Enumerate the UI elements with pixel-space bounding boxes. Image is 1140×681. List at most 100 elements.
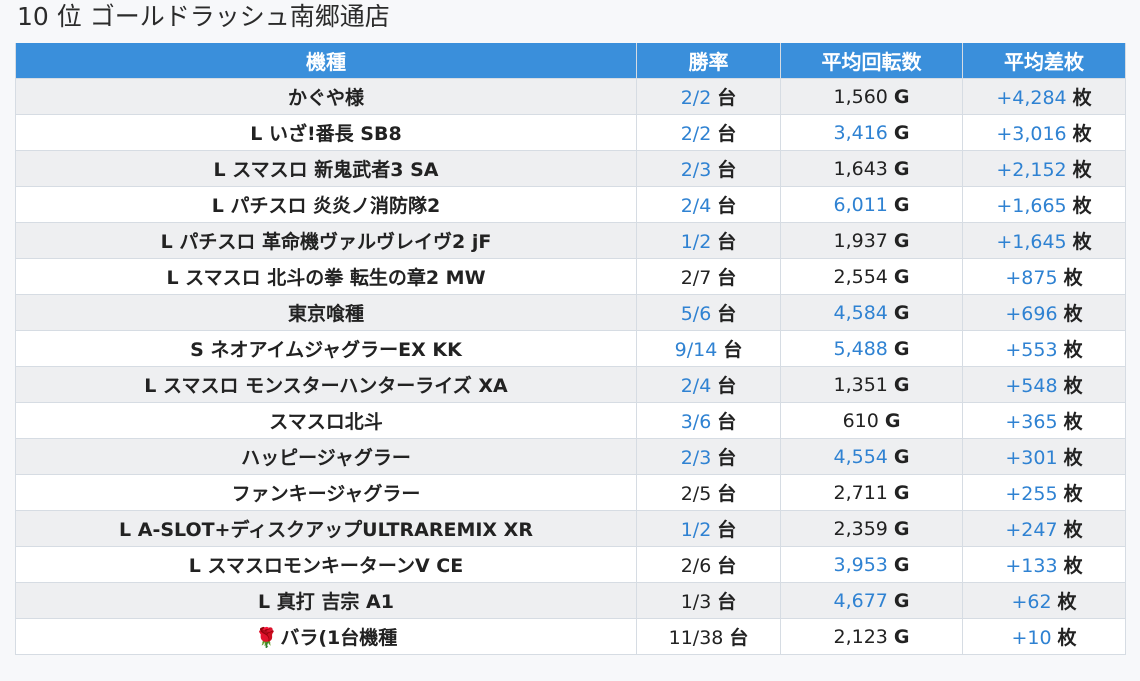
avg-spins-cell-value: 4,584 xyxy=(833,301,888,324)
avg-diff-cell-value: +62 xyxy=(1011,591,1052,613)
avg-spins-cell: 2,554 G xyxy=(780,258,963,295)
avg-diff-cell-value: +301 xyxy=(1005,447,1058,469)
avg-spins-cell: 2,359 G xyxy=(780,510,963,547)
model-name: かぐや様 xyxy=(287,87,364,109)
table-row: L 真打 吉宗 A1 1/3 台 4,677 G +62 枚 xyxy=(15,582,1126,619)
header-avg-diff[interactable]: 平均差枚 xyxy=(962,43,1126,79)
avg-spins-cell: 4,584 G xyxy=(780,294,963,331)
win-rate-cell: 1/2 台 xyxy=(636,510,781,547)
page-title: 10 位 ゴールドラッシュ南郷通店 xyxy=(17,2,390,31)
header-avg-spins[interactable]: 平均回転数 xyxy=(780,43,963,79)
win-rate-cell-value: 3/6 xyxy=(680,411,712,433)
avg-spins-cell-value: 4,554 xyxy=(833,445,888,468)
win-rate-cell: 3/6 台 xyxy=(636,402,781,439)
avg-diff-cell: +365 枚 xyxy=(962,402,1126,439)
avg-spins-cell-unit: G xyxy=(893,445,910,468)
model-cell[interactable]: 🌹 バラ(1台機種 xyxy=(15,618,637,655)
win-rate-cell: 11/38 台 xyxy=(636,618,781,655)
avg-diff-cell-unit: 枚 xyxy=(1063,447,1083,469)
model-cell[interactable]: ハッピージャグラー xyxy=(15,438,637,475)
win-rate-cell: 9/14 台 xyxy=(636,330,781,367)
avg-diff-cell: +2,152 枚 xyxy=(962,150,1126,187)
table-row: L いざ!番長 SB8 2/2 台 3,416 G +3,016 枚 xyxy=(15,114,1126,151)
model-cell[interactable]: L A-SLOT+ディスクアップULTRAREMIX XR xyxy=(15,510,637,547)
model-cell[interactable]: スマスロ北斗 xyxy=(15,402,637,439)
win-rate-cell-value: 2/2 xyxy=(680,87,712,109)
avg-spins-cell: 1,937 G xyxy=(780,222,963,259)
model-cell[interactable]: L パチスロ 革命機ヴァルヴレイヴ2 jF xyxy=(15,222,637,259)
header-model[interactable]: 機種 xyxy=(15,43,637,79)
model-name: L A-SLOT+ディスクアップULTRAREMIX XR xyxy=(119,519,533,541)
win-rate-cell-value: 11/38 xyxy=(668,627,724,649)
win-rate-cell-unit: 台 xyxy=(717,303,737,325)
avg-spins-cell-unit: G xyxy=(893,553,910,576)
win-rate-cell-unit: 台 xyxy=(717,87,737,109)
table-row: S ネオアイムジャグラーEX KK 9/14 台 5,488 G +553 枚 xyxy=(15,330,1126,367)
model-cell[interactable]: S ネオアイムジャグラーEX KK xyxy=(15,330,637,367)
table-row: L スマスロモンキーターンⅤ CE 2/6 台 3,953 G +133 枚 xyxy=(15,546,1126,583)
table-row: かぐや様 2/2 台 1,560 G +4,284 枚 xyxy=(15,78,1126,115)
avg-spins-cell-unit: G xyxy=(893,157,910,180)
avg-diff-cell: +875 枚 xyxy=(962,258,1126,295)
avg-diff-cell-unit: 枚 xyxy=(1072,123,1092,145)
model-cell[interactable]: L いざ!番長 SB8 xyxy=(15,114,637,151)
avg-diff-cell-unit: 枚 xyxy=(1063,375,1083,397)
model-cell[interactable]: L スマスロ 北斗の拳 転生の章2 MW xyxy=(15,258,637,295)
avg-spins-cell: 2,711 G xyxy=(780,474,963,511)
win-rate-cell-unit: 台 xyxy=(729,627,749,649)
avg-spins-cell-value: 2,123 xyxy=(833,625,888,648)
model-cell[interactable]: 東京喰種 xyxy=(15,294,637,331)
avg-spins-cell-unit: G xyxy=(893,121,910,144)
win-rate-cell: 2/5 台 xyxy=(636,474,781,511)
avg-diff-cell-unit: 枚 xyxy=(1072,231,1092,253)
avg-diff-cell-unit: 枚 xyxy=(1063,411,1083,433)
table-row: 東京喰種 5/6 台 4,584 G +696 枚 xyxy=(15,294,1126,331)
avg-diff-cell: +553 枚 xyxy=(962,330,1126,367)
avg-diff-cell: +1,665 枚 xyxy=(962,186,1126,223)
avg-spins-cell: 1,643 G xyxy=(780,150,963,187)
win-rate-cell-unit: 台 xyxy=(717,447,737,469)
model-cell[interactable]: L 真打 吉宗 A1 xyxy=(15,582,637,619)
model-cell[interactable]: L パチスロ 炎炎ノ消防隊2 xyxy=(15,186,637,223)
win-rate-cell-value: 1/3 xyxy=(680,591,712,613)
avg-diff-cell: +1,645 枚 xyxy=(962,222,1126,259)
model-cell[interactable]: L スマスロ 新鬼武者3 SA xyxy=(15,150,637,187)
win-rate-cell: 5/6 台 xyxy=(636,294,781,331)
avg-diff-cell-unit: 枚 xyxy=(1072,159,1092,181)
avg-diff-cell: +62 枚 xyxy=(962,582,1126,619)
avg-diff-cell-value: +548 xyxy=(1005,375,1058,397)
model-name: L 真打 吉宗 A1 xyxy=(258,591,394,613)
avg-spins-cell-unit: G xyxy=(893,481,910,504)
avg-diff-cell-value: +365 xyxy=(1005,411,1058,433)
win-rate-cell-unit: 台 xyxy=(717,231,737,253)
table-row: L パチスロ 炎炎ノ消防隊2 2/4 台 6,011 G +1,665 枚 xyxy=(15,186,1126,223)
avg-diff-cell-value: +696 xyxy=(1005,303,1058,325)
header-win-rate[interactable]: 勝率 xyxy=(636,43,781,79)
avg-diff-cell-value: +255 xyxy=(1005,483,1058,505)
avg-diff-cell-unit: 枚 xyxy=(1063,519,1083,541)
avg-spins-cell-unit: G xyxy=(893,373,910,396)
table-row: ハッピージャグラー 2/3 台 4,554 G +301 枚 xyxy=(15,438,1126,475)
model-cell[interactable]: かぐや様 xyxy=(15,78,637,115)
win-rate-cell-unit: 台 xyxy=(717,519,737,541)
avg-diff-cell-value: +1,665 xyxy=(996,195,1067,217)
avg-spins-cell-unit: G xyxy=(893,193,910,216)
avg-diff-cell-value: +3,016 xyxy=(996,123,1067,145)
model-cell[interactable]: L スマスロモンキーターンⅤ CE xyxy=(15,546,637,583)
model-cell[interactable]: ファンキージャグラー xyxy=(15,474,637,511)
model-name: S ネオアイムジャグラーEX KK xyxy=(190,339,462,361)
avg-diff-cell: +548 枚 xyxy=(962,366,1126,403)
avg-diff-cell-value: +875 xyxy=(1005,267,1058,289)
avg-spins-cell-value: 3,953 xyxy=(833,553,888,576)
table-row: ファンキージャグラー 2/5 台 2,711 G +255 枚 xyxy=(15,474,1126,511)
model-name: L スマスロ 北斗の拳 転生の章2 MW xyxy=(166,267,486,289)
avg-spins-cell-value: 1,643 xyxy=(833,157,888,180)
avg-spins-cell-value: 1,351 xyxy=(833,373,888,396)
avg-spins-cell-value: 1,937 xyxy=(833,229,888,252)
avg-spins-cell-unit: G xyxy=(893,517,910,540)
avg-spins-cell: 1,351 G xyxy=(780,366,963,403)
table-header-row: 機種 勝率 平均回転数 平均差枚 xyxy=(15,43,1126,79)
model-cell[interactable]: L スマスロ モンスターハンターライズ XA xyxy=(15,366,637,403)
avg-spins-cell-value: 4,677 xyxy=(833,589,888,612)
win-rate-cell-value: 2/3 xyxy=(680,447,712,469)
